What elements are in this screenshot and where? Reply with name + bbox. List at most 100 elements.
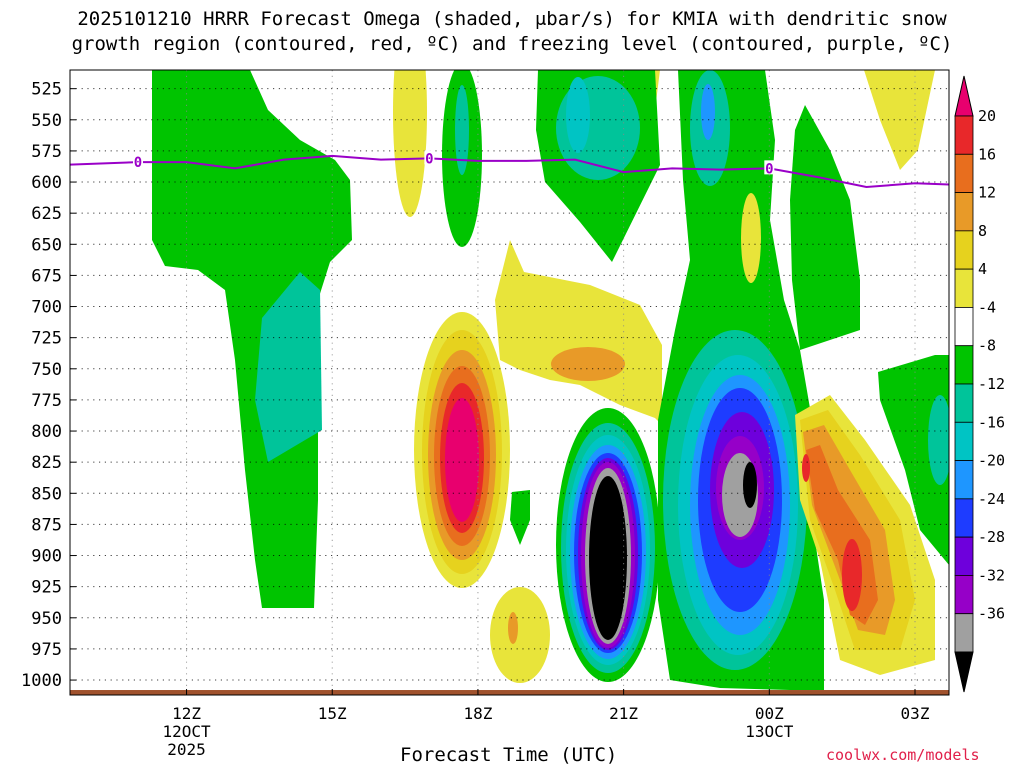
y-tick-label: 550 [31,111,62,131]
colorbar-segment [954,575,974,615]
omega-region-descent-00z-core [743,462,757,508]
freezing-label-text: 0 [765,161,773,177]
freezing-label-bg [764,160,775,175]
colorbar-segment [954,421,974,461]
omega-region-upper-yellow-4 [741,193,761,283]
colorbar: 20 16 12 8 4 -4 -8 -12 -16 -20 -24 -28 -32 -36 [954,75,1005,693]
x-tick-label: 03Z [901,704,930,723]
y-tick-label: 900 [31,547,62,567]
x-tick-year: 2025 [167,740,206,759]
omega-region-ascent-18z-max [445,398,479,522]
omega-region-mid-yellow [495,240,662,425]
colorbar-label: -8 [978,337,996,355]
y-tick-label: 925 [31,578,62,598]
omega-region-upper-mid-cyan [566,77,590,153]
colorbar-segment [954,345,974,385]
chart-title-line-1: 2025101210 HRRR Forecast Omega (shaded, … [77,8,947,30]
x-tick-label: 18Z [463,704,492,723]
y-tick-label: 950 [31,609,62,629]
colorbar-label: 4 [978,260,987,278]
colorbar-label: -20 [978,452,1005,470]
y-tick-label: 625 [31,204,62,224]
surface-layer [70,690,949,695]
colorbar-segment [954,307,974,347]
colorbar-label: -36 [978,605,1005,623]
freezing-level-label: 0 [764,160,775,177]
omega-region-left-teal [255,272,322,462]
chart-title-line-2: growth region (contoured, red, ºC) and f… [71,33,953,55]
colorbar-segment [954,115,974,155]
colorbar-segment [954,153,974,193]
surface-band [70,690,949,695]
omega-region-upper-yellow-1 [393,70,427,217]
colorbar-label: 20 [978,107,996,125]
colorbar-segment [954,498,974,538]
colorbar-label: -4 [978,298,996,316]
y-axis: 525 550 575 600 625 650 675 700 725 750 775 800 825 8… [21,80,76,691]
colorbar-segment [954,230,974,270]
freezing-label-bg [132,154,143,169]
y-tick-label: 525 [31,80,62,100]
x-tick-label: 00Z [755,704,784,723]
colorbar-label: 12 [978,184,996,202]
omega-shading [152,70,949,690]
y-tick-label: 1000 [21,671,62,691]
colorbar-label: 8 [978,222,987,240]
credit-text: coolwx.com/models [826,746,980,764]
x-tick-date: 13OCT [745,722,794,741]
colorbar-label: -24 [978,490,1005,508]
y-tick-label: 975 [31,640,62,660]
colorbar-segment [954,536,974,576]
freezing-level-label: 0 [132,154,143,171]
y-tick-label: 875 [31,515,62,535]
colorbar-label: 16 [978,145,996,163]
x-tick-label: 21Z [609,704,638,723]
y-tick-label: 650 [31,235,62,255]
freezing-label-text: 0 [134,155,142,171]
colorbar-label: -16 [978,413,1005,431]
y-tick-label: 600 [31,173,62,193]
omega-region-column-blue-top [701,84,715,140]
x-tick-label: 15Z [318,704,347,723]
x-tick-label: 12Z [172,704,201,723]
colorbar-label: -32 [978,566,1005,584]
omega-region-right-green [790,105,860,350]
colorbar-bottom-arrow [954,651,974,693]
y-tick-label: 750 [31,360,62,380]
omega-region-upper-green-core [455,85,469,175]
y-tick-label: 800 [31,422,62,442]
freezing-label-text: 0 [425,151,433,167]
omega-region-mid-orange [551,347,625,381]
omega-region-ascent-02z-20b [802,454,810,482]
x-axis-label: Forecast Time (UTC) [400,744,618,766]
freezing-level-line [70,154,949,189]
y-tick-label: 825 [31,453,62,473]
omega-region-small-green [510,490,530,545]
freezing-level: 0 0 0 [70,150,949,189]
x-tick-date: 12OCT [162,722,211,741]
colorbar-segment [954,383,974,423]
y-tick-label: 725 [31,329,62,349]
omega-region-descent-21z-core [589,476,627,640]
omega-region-ascent-02z-20 [842,539,862,611]
freezing-label-bg [424,150,435,165]
colorbar-label: -12 [978,375,1005,393]
y-tick-label: 675 [31,266,62,286]
y-tick-label: 850 [31,484,62,504]
y-tick-label: 775 [31,391,62,411]
omega-region-low-yellow [490,587,550,683]
colorbar-top-arrow [954,75,974,117]
omega-region-far-right-green [878,355,949,565]
y-tick-label: 700 [31,298,62,318]
colorbar-segment [954,460,974,500]
plot-frame [69,69,950,696]
freezing-level-label: 0 [424,150,435,167]
colorbar-label: -28 [978,528,1005,546]
omega-region-low-orange [508,612,518,644]
colorbar-segment [954,192,974,232]
colorbar-segment [954,268,974,308]
omega-region-left-descent [152,70,352,608]
colorbar-segment [954,613,974,653]
